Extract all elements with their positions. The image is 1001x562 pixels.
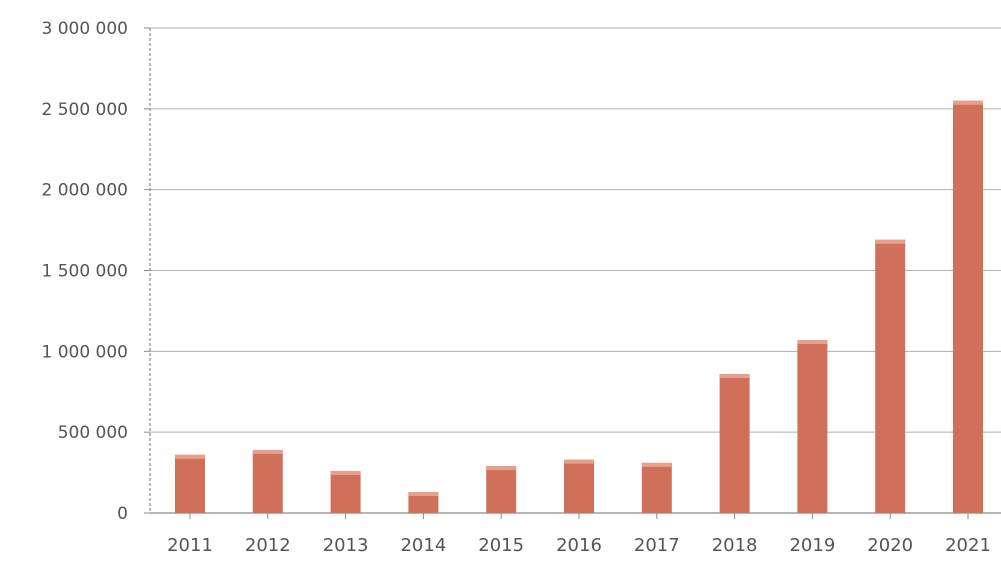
x-tick-label-2021: 2021 xyxy=(945,535,991,556)
bars xyxy=(175,100,983,514)
bar-cap-2011 xyxy=(175,454,205,459)
bar-2021 xyxy=(953,100,983,513)
gridlines xyxy=(150,27,1001,433)
bar-2013 xyxy=(330,470,361,513)
bar-cap-2014 xyxy=(408,491,439,496)
bar-cap-2015 xyxy=(486,466,517,471)
bar-cap-2019 xyxy=(797,340,828,345)
bar-2011 xyxy=(175,454,205,513)
x-tick-label-2017: 2017 xyxy=(634,535,680,556)
bar-cap-2013 xyxy=(330,470,361,475)
y-tick-label: 1 000 000 xyxy=(41,342,128,362)
x-tick-label-2014: 2014 xyxy=(400,535,446,556)
bar-2019 xyxy=(797,340,828,513)
bar-2015 xyxy=(486,466,517,513)
x-tick-label-2019: 2019 xyxy=(789,535,835,556)
bar-2017 xyxy=(641,462,672,513)
y-tick-label: 1 500 000 xyxy=(41,262,128,282)
bar-2012 xyxy=(252,449,283,513)
bar-cap-2018 xyxy=(719,373,750,378)
bar-2020 xyxy=(875,239,906,514)
x-tick-label-2016: 2016 xyxy=(556,535,602,556)
x-tick-labels: 2011 2012 2013 2014 2015 2016 2017 2018 2019 2020… xyxy=(167,535,991,556)
x-tick-label-2018: 2018 xyxy=(712,535,758,556)
bar-cap-2016 xyxy=(564,459,594,464)
y-tick-label: 500 000 xyxy=(58,423,128,443)
bar-2014 xyxy=(408,491,439,513)
x-tick-label-2011: 2011 xyxy=(167,535,213,556)
y-tick-label: 3 000 000 xyxy=(41,19,128,39)
x-tick-label-2012: 2012 xyxy=(245,535,291,556)
y-tick-label: 2 500 000 xyxy=(41,100,128,120)
y-tick-label: 2 000 000 xyxy=(41,181,128,201)
bar-cap-2012 xyxy=(252,449,283,454)
bar-cap-2021 xyxy=(953,100,983,105)
x-tick-label-2015: 2015 xyxy=(478,535,524,556)
x-tick-label-2020: 2020 xyxy=(867,535,913,556)
x-tick-label-2013: 2013 xyxy=(323,535,369,556)
bar-2018 xyxy=(719,373,750,513)
axes xyxy=(144,27,1001,519)
bar-2016 xyxy=(564,459,594,513)
bar-cap-2017 xyxy=(641,462,672,467)
y-tick-labels: 0 500 000 1 000 000 1 500 000 2 000 000 2 500… xyxy=(41,19,128,524)
y-tick-label: 0 xyxy=(117,504,128,524)
bar-cap-2020 xyxy=(875,239,906,244)
